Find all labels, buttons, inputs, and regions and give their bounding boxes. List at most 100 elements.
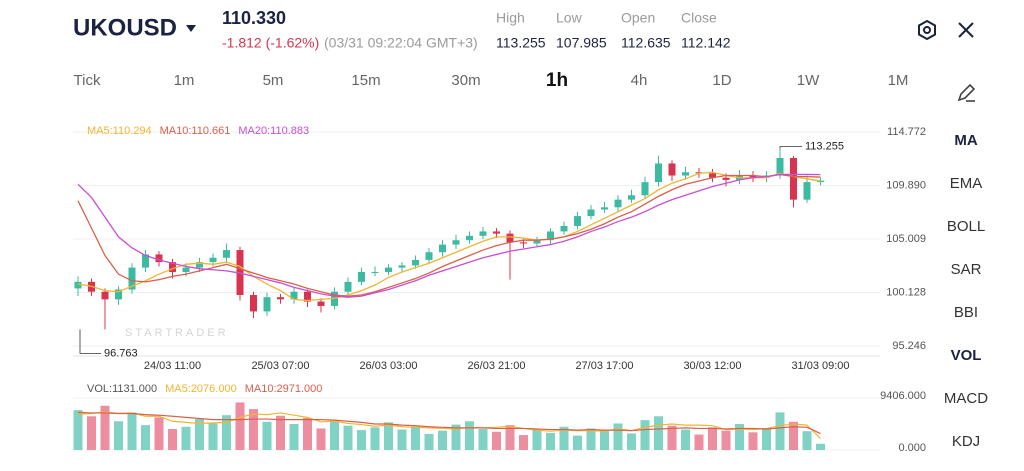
timeframe-tab[interactable]: 4h (631, 72, 648, 89)
timeframe-tab[interactable]: 1W (797, 72, 820, 89)
volume-bar (208, 423, 218, 450)
volume-bar (667, 425, 677, 450)
timeframe-tab[interactable]: 30m (451, 72, 480, 89)
stat-value: 107.985 (556, 35, 607, 51)
candle-body (101, 291, 109, 300)
vol-legend: VOL:1131.000 (87, 383, 157, 395)
timeframe-tab[interactable]: Tick (74, 72, 101, 89)
candle-body (412, 259, 419, 266)
candle-body (682, 172, 689, 176)
candle-body (533, 240, 541, 244)
x-tick-label: 27/03 17:00 (575, 360, 633, 372)
candle-body (142, 254, 149, 268)
candle-body (358, 271, 365, 282)
volume-bar (73, 410, 83, 450)
ma-line (77, 173, 821, 297)
indicator-tab[interactable]: VOL (951, 347, 982, 364)
volume-bar (357, 430, 366, 450)
timeframe-tab[interactable]: 1h (546, 70, 568, 91)
candle-body (466, 235, 473, 241)
candle-body (74, 281, 82, 289)
close-icon[interactable] (958, 22, 974, 38)
price-chart: 95.246 100.128 105.009 109.890 114.772 STARTR… (73, 125, 926, 372)
volume-bar (141, 425, 150, 450)
volume-bar (492, 431, 501, 450)
volume-bar (465, 421, 474, 450)
close-button[interactable] (958, 22, 974, 38)
symbol[interactable]: UKOUSD (73, 14, 177, 41)
volume-bar (438, 430, 447, 450)
candle-body (155, 254, 163, 263)
low-label: 96.763 (104, 347, 138, 359)
candle-body (263, 297, 271, 312)
volume-bar (816, 443, 825, 450)
vol-ma-legend: MA5:2076.000 (165, 383, 237, 395)
candle-body (169, 262, 176, 272)
draw-tool-button[interactable] (957, 83, 976, 102)
candle-body (223, 250, 230, 258)
indicator-tab[interactable]: MA (954, 132, 977, 149)
ma-line (77, 171, 821, 302)
pencil-icon[interactable] (957, 83, 976, 102)
candle-body (371, 271, 379, 273)
volume-bar (681, 429, 690, 450)
timeframe-tab[interactable]: 15m (351, 72, 380, 89)
volume-bar (789, 421, 798, 450)
indicator-tab[interactable]: BOLL (947, 218, 985, 235)
y-tick-label: 95.246 (892, 340, 926, 352)
stat-value: 112.142 (681, 35, 731, 51)
last-price: 110.330 (222, 8, 286, 28)
candle-body (115, 289, 122, 300)
candle-body (128, 267, 136, 290)
x-tick-label: 31/03 09:00 (791, 360, 849, 372)
candle-body (452, 240, 460, 245)
candle-body (574, 216, 581, 226)
indicator-tab[interactable]: MACD (944, 390, 988, 407)
volume-bar (478, 428, 488, 450)
volume-bar (195, 419, 204, 450)
volume-bar (654, 416, 663, 450)
candle-body (520, 242, 527, 244)
symbol-dropdown[interactable] (186, 25, 196, 32)
indicator-tab[interactable]: EMA (950, 175, 983, 192)
candle-body (655, 163, 662, 183)
volume-bar (694, 434, 704, 450)
volume-bar (573, 435, 582, 450)
timeframe-tab[interactable]: 1M (888, 72, 909, 89)
settings-icon[interactable] (918, 19, 936, 41)
volume-bar (289, 424, 299, 450)
ma-line (77, 173, 821, 298)
indicator-tab[interactable]: SAR (951, 261, 982, 278)
volume-bar (303, 417, 312, 450)
x-tick-label: 26/03 03:00 (359, 360, 417, 372)
stat-value: 113.255 (496, 35, 546, 51)
candle-body (209, 257, 217, 263)
timeframe-tab[interactable]: 1D (712, 72, 731, 89)
volume-bar (775, 412, 785, 450)
candle-body (385, 267, 392, 272)
volume-bar (451, 424, 461, 450)
volume-bar (600, 431, 609, 450)
ma-legend: MA10:110.661 (160, 125, 231, 137)
candle-body (749, 175, 757, 178)
settings-button[interactable] (918, 19, 936, 41)
y-tick-label: 9406.000 (880, 390, 926, 402)
timeframe-bar: Tick 1m 5m 15m 30m 1h 4h 1D 1W 1M (74, 70, 909, 91)
indicator-tab[interactable]: KDJ (952, 433, 980, 450)
indicator-tab[interactable]: BBI (954, 304, 978, 321)
volume-bar (100, 405, 110, 450)
volume-bar (249, 409, 258, 450)
volume-bar (505, 425, 515, 450)
indicator-list: MA EMA BOLL SAR BBI VOL MACD KDJ (944, 132, 988, 450)
settings-icon-center (923, 26, 931, 34)
y-tick-label: 105.009 (886, 233, 926, 245)
timeframe-tab[interactable]: 1m (174, 72, 195, 89)
volume-chart: 0.000 9406.000 VOL:1131.000 MA5:2076.000 MA1… (73, 383, 926, 454)
candle-body (790, 157, 797, 200)
timeframe-tab[interactable]: 5m (263, 72, 284, 89)
volume-bar (370, 427, 380, 450)
volume-bar (640, 420, 650, 450)
volume-bar (586, 428, 596, 450)
